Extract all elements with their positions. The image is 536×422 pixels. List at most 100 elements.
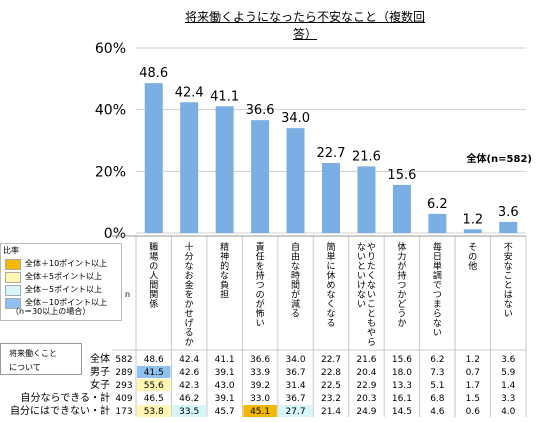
category-label-char: 単 [326, 251, 335, 263]
category-label-char: 簡 [326, 241, 335, 253]
table-cell: 46.2 [179, 394, 199, 404]
table-cell: 22.8 [321, 368, 341, 378]
category-label-char: ら [433, 309, 442, 320]
category-label-char: の [256, 291, 265, 301]
bar [499, 221, 518, 233]
category-label-char: と [367, 309, 376, 320]
table-cell: 5.1 [430, 381, 444, 391]
category-label-char: け [357, 280, 366, 291]
category-label-char: 分 [185, 252, 194, 263]
category-label-char: 単 [433, 260, 442, 272]
category-label-char: で [433, 281, 442, 291]
category-label-char: な [357, 242, 366, 253]
category-label-char: の [149, 262, 158, 272]
category-label-char: 怖 [256, 308, 265, 320]
table-cell: 0.7 [466, 368, 480, 378]
bar [251, 120, 270, 233]
bar-value-label: 6.2 [427, 197, 448, 212]
y-tick-label: 20% [95, 164, 126, 180]
category-label-char: そ [468, 242, 477, 253]
category-label-char: も [367, 318, 376, 329]
category-label-char: 担 [220, 289, 229, 301]
table-cell: 43.0 [215, 381, 235, 391]
table-cell: 15.6 [392, 355, 412, 365]
category-label-char: い [357, 300, 366, 310]
table-n-value: 289 [115, 368, 132, 378]
table-cell: 27.7 [286, 407, 306, 417]
category-label-char: つ [433, 291, 442, 301]
category-label-char: ど [397, 299, 406, 310]
table-cell: 22.7 [321, 355, 341, 365]
bar-value-label: 34.0 [281, 111, 310, 126]
annotation: 全体(n=582) [465, 152, 532, 165]
category-label-char: る [291, 309, 300, 320]
category-label-char: な [326, 290, 335, 301]
table-cell: 16.1 [392, 394, 412, 404]
bar-value-label: 41.1 [210, 89, 239, 104]
category-label-char: を [256, 261, 265, 272]
legend-swatch [5, 272, 21, 283]
category-label-char: る [185, 328, 194, 339]
table-cell: 46.5 [144, 394, 164, 404]
bar [392, 184, 411, 233]
table-cell-highlight [172, 405, 206, 417]
category-label-char: ら [367, 337, 376, 348]
category-label-char: い [504, 310, 513, 320]
bar-value-label: 22.7 [317, 146, 346, 161]
category-label-char: い [256, 319, 265, 329]
category-label-char: か [397, 318, 406, 329]
category-label-char: 場 [149, 251, 158, 263]
category-label-char: 自 [291, 241, 300, 253]
table-cell: 33.5 [179, 407, 199, 417]
category-label-char: を [185, 290, 194, 301]
category-label-char: く [326, 300, 335, 310]
category-label-char: 休 [326, 270, 335, 282]
table-cell: 36.7 [286, 368, 306, 378]
category-label-char: 的 [220, 260, 229, 272]
category-label-char: 人 [149, 271, 158, 282]
legend-label: 全体＋10ポイント以上 [25, 259, 108, 268]
category-label-char: な [433, 318, 442, 329]
category-label-char: と [504, 280, 513, 291]
category-label-char: か [397, 290, 406, 301]
row-group-line1: 将来働くこと [9, 349, 57, 358]
legend-swatch [5, 285, 21, 296]
category-label-char: な [326, 309, 335, 320]
table-row-label: 自分にはできない・計 [10, 404, 110, 417]
table-cell-highlight [137, 379, 171, 391]
category-label-char: な [367, 280, 376, 291]
table-cell: 31.4 [286, 381, 306, 391]
table-cell: 14.5 [392, 407, 412, 417]
category-label-char: る [326, 318, 335, 329]
category-label-char: 不 [504, 242, 513, 253]
category-label-char: 係 [149, 299, 158, 310]
table-cell: 4.0 [501, 407, 516, 417]
category-label-char: 間 [149, 280, 158, 291]
category-label-char: 安 [504, 251, 513, 263]
category-label-char: 神 [220, 251, 229, 263]
legend-title: 比率 [3, 246, 19, 255]
table-row-label: 女子 [90, 378, 110, 391]
category-label-char: こ [504, 272, 513, 282]
table-cell: 36.7 [286, 394, 306, 404]
category-label-char: げ [185, 318, 194, 329]
category-label-char: な [357, 290, 366, 301]
bar-value-label: 1.2 [462, 212, 483, 227]
bar [144, 83, 163, 234]
category-label-char: こ [367, 300, 376, 310]
category-label-char: や [367, 242, 376, 253]
y-tick-label: 60% [95, 41, 126, 57]
category-label-char: な [220, 271, 229, 282]
table-cell: 3.6 [501, 355, 516, 365]
table-cell: 13.3 [392, 381, 412, 391]
table-cell: 21.6 [356, 355, 376, 365]
bar-value-label: 3.6 [498, 205, 519, 220]
category-label-char: 職 [149, 242, 158, 253]
bar [286, 128, 305, 233]
category-label-char: 関 [149, 290, 158, 301]
table-cell: 45.1 [250, 407, 270, 417]
legend-swatch [5, 259, 21, 270]
category-label-char: 持 [256, 270, 265, 282]
bar-value-label: 48.6 [139, 66, 168, 81]
category-label-char: が [291, 289, 300, 301]
